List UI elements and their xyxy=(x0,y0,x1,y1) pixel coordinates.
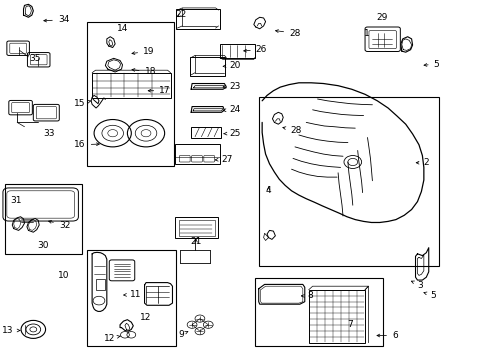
Text: 3: 3 xyxy=(412,281,423,289)
Text: 35: 35 xyxy=(29,54,41,63)
Text: 8: 8 xyxy=(301,292,314,300)
Text: 17: 17 xyxy=(148,86,171,95)
Text: 20: 20 xyxy=(223,61,241,70)
Text: 12: 12 xyxy=(140,313,152,322)
Text: 12: 12 xyxy=(104,334,121,343)
Text: 29: 29 xyxy=(376,13,388,22)
Text: 25: 25 xyxy=(224,129,241,138)
Bar xyxy=(259,97,439,266)
Text: 11: 11 xyxy=(123,290,141,299)
Bar xyxy=(179,220,215,236)
Text: 2: 2 xyxy=(416,158,429,167)
Text: 7: 7 xyxy=(347,320,353,329)
Bar xyxy=(309,290,365,343)
Bar xyxy=(87,22,174,166)
Text: 4: 4 xyxy=(266,186,271,194)
Text: 23: 23 xyxy=(223,82,241,91)
Bar xyxy=(255,278,383,346)
Text: 24: 24 xyxy=(223,105,241,114)
Bar xyxy=(191,127,221,138)
Text: 1: 1 xyxy=(364,29,369,37)
Bar xyxy=(96,279,105,290)
Text: 9: 9 xyxy=(179,330,188,338)
Text: 15: 15 xyxy=(74,99,91,108)
Text: 6: 6 xyxy=(377,331,398,340)
Text: 27: 27 xyxy=(215,154,233,163)
Text: 5: 5 xyxy=(424,291,436,300)
Text: 28: 28 xyxy=(283,126,301,135)
Text: 22: 22 xyxy=(175,10,186,19)
Text: 5: 5 xyxy=(424,60,440,69)
Text: 33: 33 xyxy=(43,129,55,138)
Text: 13: 13 xyxy=(2,326,20,335)
Bar xyxy=(220,44,255,58)
Bar xyxy=(87,250,176,346)
Bar xyxy=(175,217,218,238)
Bar xyxy=(5,184,82,254)
Text: 28: 28 xyxy=(275,29,300,37)
Text: 21: 21 xyxy=(190,238,202,246)
Bar xyxy=(176,9,220,29)
Bar xyxy=(175,144,220,164)
Text: 34: 34 xyxy=(44,15,69,24)
Text: 18: 18 xyxy=(132,68,156,77)
Bar xyxy=(92,73,171,98)
Bar xyxy=(190,57,225,76)
Text: 32: 32 xyxy=(49,220,70,230)
Text: 14: 14 xyxy=(117,23,128,32)
Text: 16: 16 xyxy=(74,140,99,149)
Text: 19: 19 xyxy=(132,46,154,55)
Text: 31: 31 xyxy=(11,197,22,205)
Text: 30: 30 xyxy=(37,241,49,250)
Text: 26: 26 xyxy=(244,45,267,54)
Text: 10: 10 xyxy=(58,271,70,280)
